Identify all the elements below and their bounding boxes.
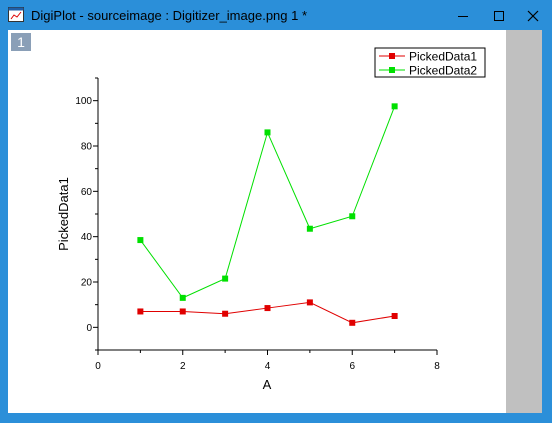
x-tick-label: 8 (434, 361, 440, 372)
title-bar[interactable]: DigiPlot - sourceimage : Digitizer_image… (1, 1, 551, 30)
graph-page[interactable] (8, 30, 542, 413)
legend-label: PickedData1 (409, 50, 477, 64)
legend-marker (389, 53, 395, 59)
layer-badge[interactable]: 1 (11, 33, 31, 51)
data-point (137, 237, 144, 244)
legend-label: PickedData2 (409, 64, 477, 78)
y-tick-label: 40 (81, 232, 93, 243)
data-point (306, 299, 313, 306)
y-tick-label: 100 (75, 96, 92, 107)
data-point (306, 225, 313, 232)
data-point (222, 310, 229, 317)
data-point (349, 319, 356, 326)
data-point (391, 103, 398, 110)
x-tick-label: 0 (95, 361, 101, 372)
maximize-icon (494, 10, 504, 21)
x-axis-label: A (263, 377, 272, 392)
data-point (264, 129, 271, 136)
data-point (264, 305, 271, 312)
data-point (179, 294, 186, 301)
maximize-button[interactable] (479, 1, 519, 30)
y-tick-label: 0 (86, 323, 92, 334)
y-tick-label: 60 (81, 187, 93, 198)
x-tick-label: 4 (265, 361, 271, 372)
y-tick-label: 80 (81, 142, 93, 153)
close-icon (527, 10, 539, 21)
y-axis-label: PickedData1 (56, 177, 71, 251)
y-tick-label: 20 (81, 278, 93, 289)
legend-marker (389, 67, 395, 73)
series-layer (137, 103, 398, 326)
vertical-scrollbar[interactable] (506, 30, 542, 413)
close-button[interactable] (513, 1, 552, 30)
x-tick-label: 2 (180, 361, 186, 372)
data-point (137, 308, 144, 315)
x-tick-label: 6 (349, 361, 355, 372)
minimize-button[interactable] (443, 1, 483, 30)
data-point (222, 275, 229, 282)
data-point (391, 313, 398, 319)
graph-window-icon (8, 7, 24, 22)
minimize-icon (458, 15, 468, 17)
window-title: DigiPlot - sourceimage : Digitizer_image… (31, 8, 308, 23)
data-point (179, 308, 186, 315)
data-point (349, 213, 356, 220)
